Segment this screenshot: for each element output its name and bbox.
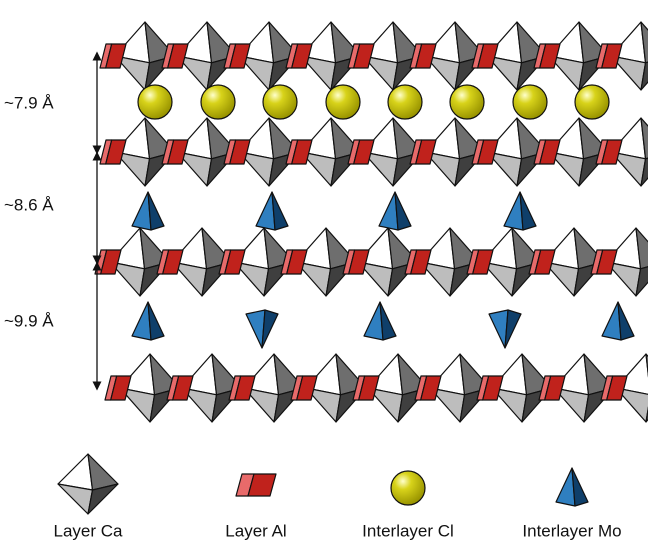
al-face: [415, 43, 437, 69]
octahedron-face: [635, 266, 648, 297]
al-face: [348, 249, 370, 275]
al-face: [100, 249, 122, 275]
cl-sphere: [449, 84, 485, 120]
mo-face: [147, 191, 165, 231]
octahedron-face: [635, 227, 648, 270]
mo-face: [571, 467, 589, 507]
octahedron-face: [57, 483, 94, 515]
al-face: [224, 249, 246, 275]
al-face: [105, 43, 127, 69]
al-face: [596, 249, 618, 275]
al-face: [286, 249, 308, 275]
spacing-label: ~9.9 Å: [4, 311, 54, 330]
cl-sphere: [390, 470, 426, 506]
cl-sphere: [574, 84, 610, 120]
al-face: [420, 375, 442, 401]
mo-face: [261, 309, 279, 349]
al-face: [234, 375, 256, 401]
cl-sphere: [325, 84, 361, 120]
al-face: [172, 375, 194, 401]
legend-label: Interlayer Cl: [362, 521, 454, 540]
octahedron-face: [615, 387, 648, 423]
cl-sphere: [387, 84, 423, 120]
al-face: [472, 249, 494, 275]
spacing-label: ~8.6 Å: [4, 195, 54, 214]
mo-face: [147, 301, 165, 341]
al-face: [534, 249, 556, 275]
mo-face: [519, 191, 537, 231]
al-face: [415, 139, 437, 165]
al-face: [544, 375, 566, 401]
al-face: [105, 139, 127, 165]
legend-label: Layer Al: [225, 521, 286, 540]
spacing-label: ~7.9 Å: [4, 93, 54, 112]
al-face: [482, 375, 504, 401]
al-face: [110, 375, 132, 401]
mo-face: [504, 309, 522, 349]
al-face: [539, 43, 561, 69]
al-face: [291, 139, 313, 165]
octahedron-face: [640, 61, 648, 91]
al-face: [601, 43, 623, 69]
al-face: [477, 139, 499, 165]
al-face: [247, 473, 277, 497]
al-face: [162, 249, 184, 275]
mo-face: [379, 301, 397, 341]
al-face: [229, 139, 251, 165]
mo-face: [271, 191, 289, 231]
al-face: [296, 375, 318, 401]
al-face: [229, 43, 251, 69]
mo-face: [617, 301, 635, 341]
al-face: [410, 249, 432, 275]
al-face: [167, 43, 189, 69]
mo-face: [394, 191, 412, 231]
al-face: [606, 375, 628, 401]
octahedron-face: [640, 117, 648, 160]
structure: [57, 21, 648, 515]
octahedron-face: [640, 21, 648, 64]
al-face: [167, 139, 189, 165]
al-face: [353, 139, 375, 165]
al-face: [601, 139, 623, 165]
legend-label: Interlayer Mo: [522, 521, 621, 540]
al-face: [539, 139, 561, 165]
cl-sphere: [200, 84, 236, 120]
cl-sphere: [262, 84, 298, 120]
cl-sphere: [512, 84, 548, 120]
al-face: [477, 43, 499, 69]
al-face: [353, 43, 375, 69]
octahedron-face: [87, 483, 119, 515]
cl-sphere: [137, 84, 173, 120]
al-face: [358, 375, 380, 401]
legend-label: Layer Ca: [54, 521, 124, 540]
al-face: [291, 43, 313, 69]
octahedron-face: [640, 157, 648, 187]
